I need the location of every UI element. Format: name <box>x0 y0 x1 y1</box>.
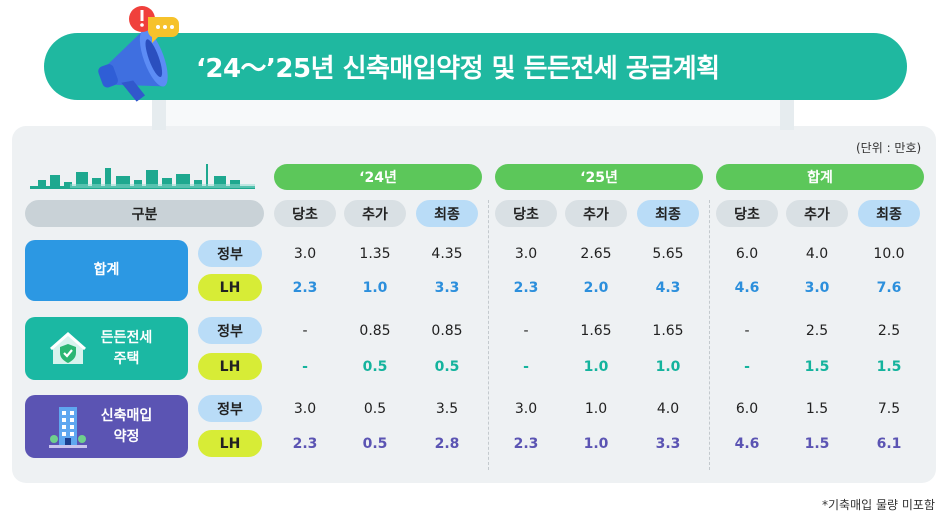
table-cell: 3.0 <box>293 400 317 417</box>
sub-header-final: 최종 <box>416 200 478 227</box>
table-cell: 1.0 <box>584 400 608 417</box>
group-header-2025: ‘25년 <box>495 164 703 190</box>
page-title: ‘24～’25년 신축매입약정 및 든든전세 공급계획 <box>196 54 720 84</box>
table-cell: 0.85 <box>359 322 391 339</box>
table-cell: 0.5 <box>362 435 388 452</box>
table-cell: 1.5 <box>804 358 830 375</box>
table-cell: 2.3 <box>292 279 318 296</box>
table-cell: 4.35 <box>431 245 463 262</box>
table-cell: 0.5 <box>363 400 387 417</box>
table-cell: 3.0 <box>514 245 538 262</box>
category-label: 신축매입 <box>100 407 153 424</box>
sub-header-final: 최종 <box>637 200 699 227</box>
category-new-purchase: 신축매입 약정 <box>25 395 188 458</box>
category-jeonse-housing: 든든전세 주택 <box>25 317 188 380</box>
table-cell: 2.5 <box>805 322 829 339</box>
table-cell: 3.0 <box>514 400 538 417</box>
house-shield-icon <box>50 331 86 364</box>
table-cell: 1.0 <box>655 358 681 375</box>
table-cell: 2.3 <box>292 435 318 452</box>
banner-stem-right <box>780 100 794 130</box>
table-cell: 4.0 <box>805 245 829 262</box>
table-cell: - <box>523 358 529 375</box>
table-cell: 2.3 <box>513 435 539 452</box>
row-label-government: 정부 <box>198 395 262 422</box>
column-divider <box>709 200 710 470</box>
row-label-government: 정부 <box>198 317 262 344</box>
building-icon <box>49 407 87 448</box>
table-cell: 3.0 <box>804 279 830 296</box>
table-cell: 3.3 <box>655 435 681 452</box>
table-cell: 2.65 <box>580 245 612 262</box>
table-cell: 4.3 <box>655 279 681 296</box>
table-cell: 1.5 <box>804 435 830 452</box>
table-cell: 4.0 <box>656 400 680 417</box>
unit-label: (단위 : 만호) <box>856 141 922 155</box>
table-cell: 2.8 <box>434 435 460 452</box>
group-header-2024: ‘24년 <box>274 164 482 190</box>
table-cell: 1.65 <box>652 322 684 339</box>
category-label: 주택 <box>113 350 140 367</box>
table-cell: 3.0 <box>293 245 317 262</box>
sub-header-added: 추가 <box>786 200 848 227</box>
table-cell: 4.6 <box>734 435 760 452</box>
table-cell: 2.5 <box>877 322 901 339</box>
sub-header-original: 당초 <box>495 200 557 227</box>
table-cell: 1.0 <box>583 358 609 375</box>
table-cell: 7.5 <box>877 400 901 417</box>
table-cell: 0.5 <box>434 358 460 375</box>
table-cell: 1.65 <box>580 322 612 339</box>
table-cell: - <box>302 358 308 375</box>
sub-header-final: 최종 <box>858 200 920 227</box>
title-banner <box>44 33 907 100</box>
table-cell: - <box>744 322 750 339</box>
footnote: *기축매입 물량 미포함 <box>822 498 935 512</box>
table-cell: 2.0 <box>583 279 609 296</box>
category-label: 합계 <box>93 262 120 278</box>
category-label: 든든전세 <box>100 329 153 346</box>
row-label-lh: LH <box>198 430 262 457</box>
table-cell: 0.85 <box>431 322 463 339</box>
table-cell: 0.5 <box>362 358 388 375</box>
banner-shadow <box>166 100 780 126</box>
row-label-lh: LH <box>198 274 262 301</box>
table-cell: 1.35 <box>359 245 391 262</box>
category-label: 약정 <box>113 428 140 445</box>
table-cell: - <box>523 322 529 339</box>
table-cell: 1.5 <box>805 400 829 417</box>
group-header-total: 합계 <box>716 164 924 190</box>
sub-header-original: 당초 <box>716 200 778 227</box>
table-cell: 6.0 <box>735 400 759 417</box>
table-cell: 1.0 <box>362 279 388 296</box>
table-cell: 6.1 <box>876 435 902 452</box>
table-cell: 1.5 <box>876 358 902 375</box>
sub-header-added: 추가 <box>565 200 627 227</box>
table-cell: - <box>744 358 750 375</box>
city-skyline <box>30 164 255 189</box>
column-divider <box>488 200 489 470</box>
row-label-government: 정부 <box>198 240 262 267</box>
table-cell: 2.3 <box>513 279 539 296</box>
banner-stem-left <box>152 100 166 130</box>
row-label-lh: LH <box>198 353 262 380</box>
sub-header-added: 추가 <box>344 200 406 227</box>
table-cell: 3.3 <box>434 279 460 296</box>
table-cell: 6.0 <box>735 245 759 262</box>
table-cell: 5.65 <box>652 245 684 262</box>
category-total: 합계 <box>25 240 188 301</box>
table-cell: 7.6 <box>876 279 902 296</box>
table-cell: 10.0 <box>873 245 905 262</box>
table-cell: 4.6 <box>734 279 760 296</box>
alert-bubble-icon <box>129 6 179 43</box>
table-cell: - <box>302 322 308 339</box>
megaphone-icon <box>98 29 168 102</box>
gubun-header: 구분 <box>25 200 264 227</box>
table-cell: 3.5 <box>435 400 459 417</box>
sub-header-original: 당초 <box>274 200 336 227</box>
table-cell: 1.0 <box>583 435 609 452</box>
